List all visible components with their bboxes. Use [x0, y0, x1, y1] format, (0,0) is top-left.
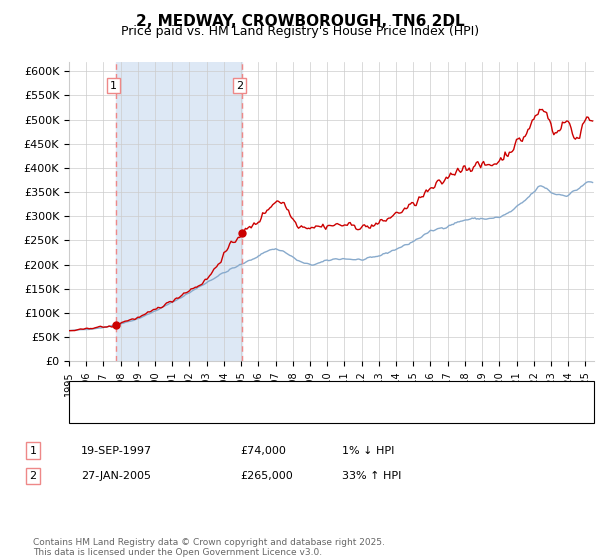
Text: Contains HM Land Registry data © Crown copyright and database right 2025.
This d: Contains HM Land Registry data © Crown c…: [33, 538, 385, 557]
Text: 2, MEDWAY, CROWBOROUGH, TN6 2DL (semi-detached house): 2, MEDWAY, CROWBOROUGH, TN6 2DL (semi-de…: [114, 388, 441, 398]
Bar: [116, 62, 242, 361]
Text: 2, MEDWAY, CROWBOROUGH, TN6 2DL: 2, MEDWAY, CROWBOROUGH, TN6 2DL: [136, 14, 464, 29]
Text: 2: 2: [29, 471, 37, 481]
Text: £265,000: £265,000: [240, 471, 293, 481]
Text: HPI: Average price, semi-detached house, Wealden: HPI: Average price, semi-detached house,…: [114, 406, 380, 416]
Text: 1: 1: [29, 446, 37, 456]
Text: £74,000: £74,000: [240, 446, 286, 456]
Text: 19-SEP-1997: 19-SEP-1997: [81, 446, 152, 456]
Text: 1% ↓ HPI: 1% ↓ HPI: [342, 446, 394, 456]
Text: 1: 1: [110, 81, 117, 91]
Text: 33% ↑ HPI: 33% ↑ HPI: [342, 471, 401, 481]
Text: 2: 2: [236, 81, 244, 91]
Text: Price paid vs. HM Land Registry's House Price Index (HPI): Price paid vs. HM Land Registry's House …: [121, 25, 479, 38]
Text: 27-JAN-2005: 27-JAN-2005: [81, 471, 151, 481]
